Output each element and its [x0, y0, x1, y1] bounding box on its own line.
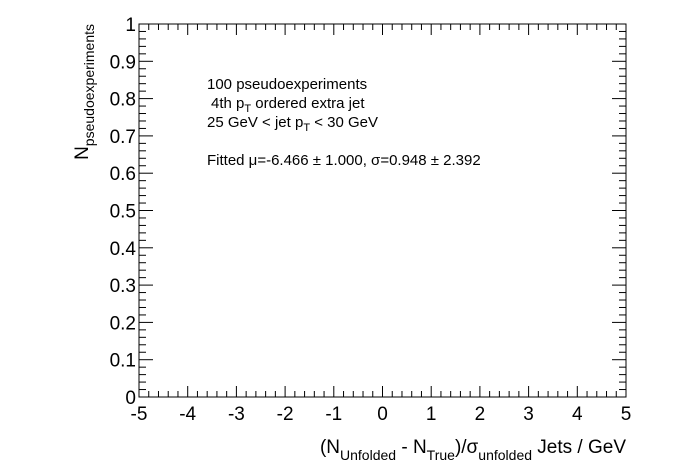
x-axis-label-sub3: unfolded	[478, 447, 532, 463]
annotation-pt-range-pre: 25 GeV < jet p	[207, 114, 303, 131]
y-tick-label: 0.6	[110, 164, 136, 185]
x-tick-label: -1	[325, 404, 342, 425]
x-tick-label: -5	[131, 404, 148, 425]
y-axis: 0 0.1 0.2 0.3 0.4 0.5 0.6 0.7 0.8 0.9 1	[110, 15, 626, 409]
y-tick-label: 0.8	[110, 90, 136, 111]
x-tick-label: 3	[523, 404, 534, 425]
y-axis-label-sub: pseudoexperiments	[81, 24, 97, 146]
y-axis-label: Npseudoexperiments	[72, 24, 97, 160]
x-tick-label: -2	[277, 404, 294, 425]
x-tick-label: 1	[426, 404, 437, 425]
annotation-jet-order: 4th pT ordered extra jet	[211, 95, 365, 115]
x-axis: -5 -4 -3 -2 -1 0 1 2 3 4 5	[131, 24, 632, 425]
x-axis-label-close: )/σ	[455, 437, 479, 458]
x-axis-label-sub2: True	[427, 447, 455, 463]
x-axis-label: (NUnfolded - NTrue)/σunfolded Jets / GeV	[320, 437, 626, 463]
y-tick-label: 0.1	[110, 351, 136, 372]
y-tick-label: 0.4	[110, 239, 137, 260]
x-tick-label: 4	[572, 404, 583, 425]
annotation-pt-range: 25 GeV < jet pT < 30 GeV	[207, 114, 378, 134]
x-tick-label: -3	[228, 404, 245, 425]
y-tick-label: 0.7	[110, 127, 136, 148]
x-axis-label-tail: Jets / GeV	[532, 437, 626, 458]
x-axis-label-open: (N	[320, 437, 340, 458]
x-tick-label: 5	[621, 404, 632, 425]
x-axis-label-mid: - N	[396, 437, 427, 458]
x-tick-label: 0	[377, 404, 388, 425]
x-tick-label: -4	[179, 404, 196, 425]
y-tick-label: 0	[125, 388, 136, 409]
y-tick-label: 0.2	[110, 313, 136, 334]
annotation-jet-order-pre: 4th p	[211, 95, 244, 112]
annotation-jet-order-post: ordered extra jet	[251, 95, 365, 112]
x-tick-label: 2	[475, 404, 486, 425]
annotation-pt-range-sub: T	[303, 122, 310, 134]
annotation-pt-range-post: < 30 GeV	[310, 114, 378, 131]
annotation-jet-order-sub: T	[244, 103, 251, 115]
annotation-fit-result: Fitted μ=-6.466 ± 1.000, σ=0.948 ± 2.392	[207, 152, 481, 169]
y-tick-label: 0.5	[110, 202, 136, 223]
y-tick-label: 0.3	[110, 276, 136, 297]
x-axis-label-sub1: Unfolded	[340, 447, 396, 463]
y-tick-label: 1	[125, 15, 136, 36]
y-axis-label-main: N	[72, 146, 93, 160]
annotation-pseudoexperiments: 100 pseudoexperiments	[207, 76, 367, 93]
y-tick-label: 0.9	[110, 52, 136, 73]
